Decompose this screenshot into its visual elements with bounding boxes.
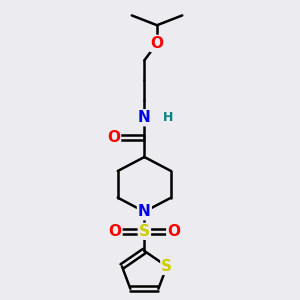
Text: S: S	[161, 259, 172, 274]
Text: S: S	[139, 224, 150, 239]
Text: N: N	[138, 204, 151, 219]
Text: O: O	[109, 224, 122, 239]
Text: N: N	[138, 110, 151, 125]
Text: O: O	[107, 130, 120, 145]
Text: H: H	[163, 111, 173, 124]
Text: O: O	[167, 224, 180, 239]
Text: O: O	[151, 36, 164, 51]
